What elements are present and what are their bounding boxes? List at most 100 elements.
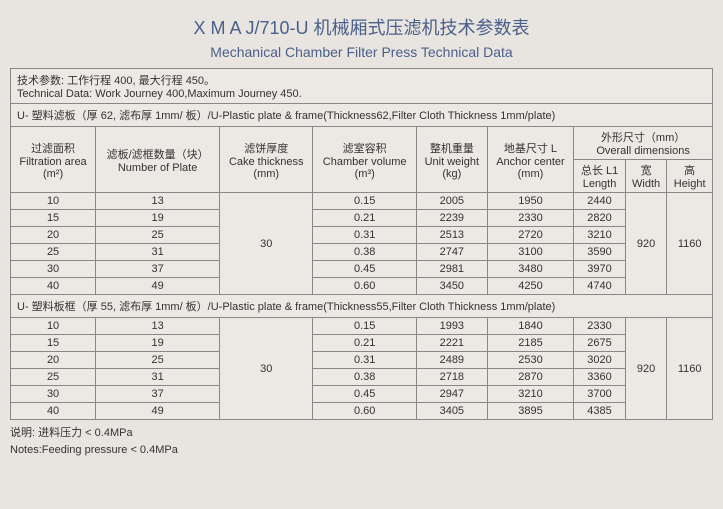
header-row-1: 过滤面积Filtration area(m²) 滤板/滤框数量（块）Number… (11, 127, 713, 160)
h-h-en: Height (674, 178, 706, 190)
cell: 2489 (416, 352, 487, 369)
cell: 13 (96, 193, 220, 210)
h-dim-cn: 外形尺寸（mm） (601, 132, 685, 144)
cell: 2005 (416, 193, 487, 210)
h-c2-u: (mm) (253, 168, 279, 180)
cell: 2221 (416, 335, 487, 352)
cell: 13 (96, 318, 220, 335)
cell: 37 (96, 261, 220, 278)
cell: 3405 (416, 403, 487, 420)
cell: 30 (11, 386, 96, 403)
cell: 40 (11, 403, 96, 420)
cell: 3210 (487, 386, 573, 403)
cell: 3970 (574, 261, 626, 278)
table-row: 20250.31251327203210 (11, 227, 713, 244)
table-row: 25310.38271828703360 (11, 369, 713, 386)
cell: 0.21 (313, 335, 417, 352)
section2-header: U- 塑料板框（厚 55, 滤布厚 1mm/ 板）/U-Plastic plat… (11, 295, 713, 318)
cell: 31 (96, 369, 220, 386)
h-c0-en: Filtration area (19, 156, 86, 168)
h-c5-u: (mm) (518, 168, 544, 180)
table-row: 15190.21223923302820 (11, 210, 713, 227)
cell: 3700 (574, 386, 626, 403)
section1-header: U- 塑料滤板（厚 62, 滤布厚 1mm/ 板）/U-Plastic plat… (11, 104, 713, 127)
cell: 1160 (667, 193, 713, 295)
cell: 15 (11, 335, 96, 352)
cell: 2513 (416, 227, 487, 244)
cell: 4250 (487, 278, 573, 295)
cell: 2530 (487, 352, 573, 369)
cell: 2239 (416, 210, 487, 227)
cell: 25 (11, 244, 96, 261)
cell: 2440 (574, 193, 626, 210)
cell: 1840 (487, 318, 573, 335)
cell: 15 (11, 210, 96, 227)
cell: 1993 (416, 318, 487, 335)
h-c2-en: Cake thickness (229, 156, 304, 168)
cell: 920 (625, 193, 666, 295)
title-sub: Mechanical Chamber Filter Press Technica… (10, 44, 713, 60)
cell: 3020 (574, 352, 626, 369)
cell: 31 (96, 244, 220, 261)
table-row: 30370.45298134803970 (11, 261, 713, 278)
cell: 2718 (416, 369, 487, 386)
cell: 3210 (574, 227, 626, 244)
cell: 25 (96, 227, 220, 244)
h-c3-en: Chamber volume (323, 156, 407, 168)
h-h-cn: 高 (684, 165, 695, 177)
h-c5-cn: 地基尺寸 L (504, 143, 557, 155)
h-w-cn: 宽 (641, 165, 652, 177)
cell: 3895 (487, 403, 573, 420)
cell: 2947 (416, 386, 487, 403)
cell: 49 (96, 278, 220, 295)
h-c1-cn: 滤板/滤框数量（块） (107, 149, 209, 161)
cell: 1160 (667, 318, 713, 420)
h-c0-u: (m²) (43, 168, 63, 180)
cell: 19 (96, 335, 220, 352)
h-w-en: Width (632, 178, 660, 190)
cell: 30 (220, 318, 313, 420)
cell: 0.15 (313, 318, 417, 335)
h-c4-cn: 整机重量 (430, 143, 474, 155)
h-c3-cn: 滤室容积 (343, 143, 387, 155)
technote-cn: 技术参数: 工作行程 400, 最大行程 450。 (17, 75, 215, 87)
cell: 2720 (487, 227, 573, 244)
table-row: 20250.31248925303020 (11, 352, 713, 369)
cell: 3100 (487, 244, 573, 261)
h-l-en: Length (583, 178, 617, 190)
footnote-cn: 说明: 进料压力 < 0.4MPa (10, 424, 713, 440)
cell: 0.21 (313, 210, 417, 227)
h-c4-en: Unit weight (425, 156, 479, 168)
cell: 1950 (487, 193, 573, 210)
cell: 2330 (574, 318, 626, 335)
title-main: X M A J/710-U 机械厢式压滤机技术参数表 (10, 14, 713, 40)
cell: 3450 (416, 278, 487, 295)
cell: 2185 (487, 335, 573, 352)
table-row: 1013300.151993184023309201160 (11, 318, 713, 335)
cell: 3480 (487, 261, 573, 278)
h-l-cn: 总长 L1 (581, 165, 618, 177)
cell: 2675 (574, 335, 626, 352)
cell: 30 (11, 261, 96, 278)
cell: 2870 (487, 369, 573, 386)
cell: 2981 (416, 261, 487, 278)
cell: 10 (11, 193, 96, 210)
cell: 4385 (574, 403, 626, 420)
h-c0-cn: 过滤面积 (31, 143, 75, 155)
cell: 3360 (574, 369, 626, 386)
table-row: 30370.45294732103700 (11, 386, 713, 403)
h-c4-u: (kg) (442, 168, 461, 180)
cell: 30 (220, 193, 313, 295)
cell: 920 (625, 318, 666, 420)
table-row: 40490.60345042504740 (11, 278, 713, 295)
cell: 0.31 (313, 227, 417, 244)
cell: 0.60 (313, 278, 417, 295)
cell: 37 (96, 386, 220, 403)
cell: 0.15 (313, 193, 417, 210)
cell: 49 (96, 403, 220, 420)
data-table: 技术参数: 工作行程 400, 最大行程 450。 Technical Data… (10, 68, 713, 420)
cell: 25 (96, 352, 220, 369)
cell: 2820 (574, 210, 626, 227)
cell: 0.38 (313, 244, 417, 261)
table-row: 40490.60340538954385 (11, 403, 713, 420)
